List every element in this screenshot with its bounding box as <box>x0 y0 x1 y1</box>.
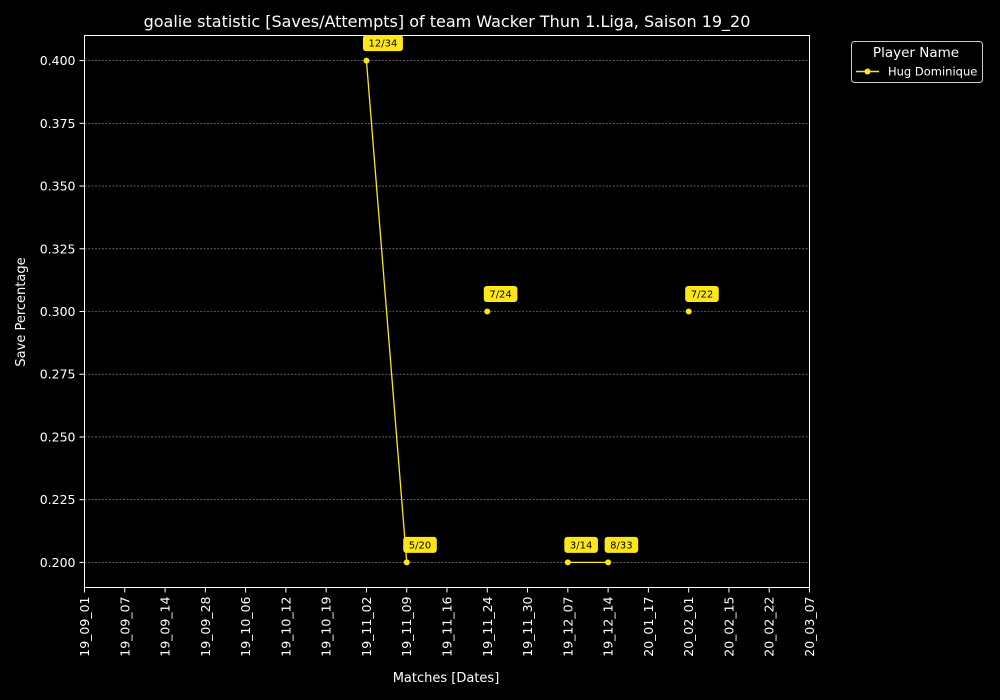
x-tick-label: 19_10_06 <box>238 596 253 656</box>
x-tick-label: 20_02_22 <box>762 597 777 657</box>
data-label: 7/22 <box>691 290 713 301</box>
x-axis: 19_09_01 19_09_07 19_09_14 19_09_28 19_10_06… <box>77 587 817 657</box>
grid-lines <box>84 60 810 563</box>
chart-title: goalie statistic [Saves/Attempts] of tea… <box>144 12 751 32</box>
legend: Player Name Hug Dominique <box>851 41 983 83</box>
y-tick-label: 0.275 <box>40 367 76 382</box>
y-tick-label: 0.400 <box>40 53 76 68</box>
data-label: 3/14 <box>570 540 592 551</box>
x-tick-label: 19_12_14 <box>601 596 616 656</box>
legend-box <box>851 41 983 83</box>
legend-dot-marker <box>864 68 871 75</box>
data-label: 7/24 <box>489 290 511 301</box>
y-tick-label: 0.250 <box>40 429 76 444</box>
data-label-box <box>564 536 598 553</box>
x-tick-label: 19_09_01 <box>77 597 92 657</box>
data-labels: 12/34 5/20 7/24 3/14 8/33 7/22 <box>362 35 719 553</box>
data-label: 12/34 <box>369 39 398 50</box>
x-tick-label: 20_02_01 <box>681 597 696 657</box>
y-axis: 0.200 0.225 0.250 0.275 0.300 0.325 0.350 0.375… <box>40 53 85 570</box>
x-tick-label: 19_10_19 <box>319 596 334 656</box>
data-point <box>403 559 410 566</box>
data-label-box <box>362 35 403 52</box>
x-tick-label: 20_02_15 <box>721 597 736 657</box>
x-tick-label: 19_11_16 <box>440 596 455 656</box>
y-tick-label: 0.200 <box>40 555 76 570</box>
data-label: 8/33 <box>610 540 632 551</box>
series-line-segment <box>365 60 408 563</box>
data-label: 5/20 <box>409 540 431 551</box>
data-label-box <box>604 536 639 553</box>
x-tick-label: 20_01_17 <box>641 597 656 657</box>
data-point <box>564 559 571 566</box>
x-axis-label: Matches [Dates] <box>393 671 500 686</box>
data-point <box>685 308 692 315</box>
y-tick-label: 0.350 <box>40 179 76 194</box>
data-label-box <box>403 536 437 553</box>
data-point <box>605 559 612 566</box>
data-label-box <box>685 286 719 302</box>
legend-title: Player Name <box>873 45 959 61</box>
data-point <box>484 308 491 315</box>
x-tick-label: 19_09_28 <box>198 596 213 656</box>
x-tick-label: 19_12_07 <box>560 597 575 657</box>
x-tick-label: 19_11_09 <box>399 596 414 656</box>
x-tick-label: 19_11_02 <box>359 597 374 657</box>
y-tick-label: 0.375 <box>40 116 76 131</box>
x-tick-label: 19_11_30 <box>520 596 535 656</box>
data-label-box <box>483 286 518 302</box>
y-tick-label: 0.225 <box>40 492 76 507</box>
legend-entry-hug-dominique: Hug Dominique <box>888 65 977 79</box>
x-tick-label: 20_03_07 <box>802 597 817 657</box>
y-axis-label: Save Percentage <box>14 257 29 366</box>
x-tick-label: 19_10_12 <box>278 597 293 657</box>
y-tick-label: 0.325 <box>40 241 76 256</box>
series-hug-dominique <box>363 57 692 566</box>
x-tick-label: 19_09_07 <box>117 597 132 657</box>
data-point <box>363 57 370 64</box>
x-tick-label: 19_11_24 <box>480 596 495 656</box>
y-tick-label: 0.300 <box>40 304 76 319</box>
x-tick-label: 19_09_14 <box>158 596 173 656</box>
